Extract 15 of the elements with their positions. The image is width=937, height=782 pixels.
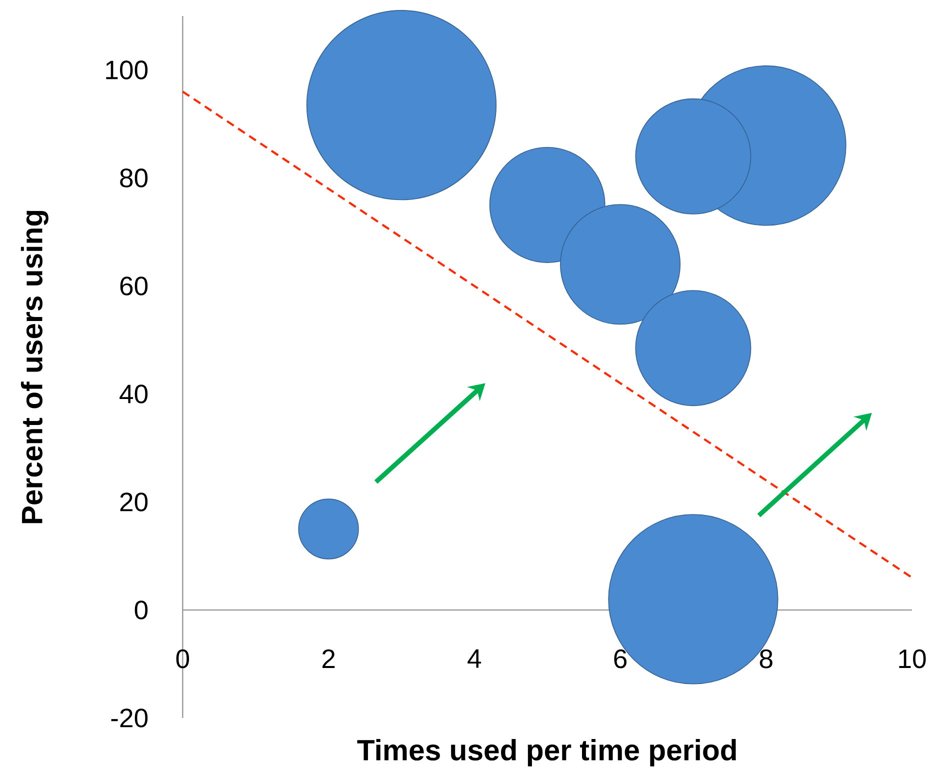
x-axis-title: Times used per time period xyxy=(357,738,736,766)
x-tick-label: 0 xyxy=(176,649,190,668)
y-tick-label: 20 xyxy=(120,492,148,512)
y-tick-label: 80 xyxy=(120,168,148,188)
x-tick-label: 8 xyxy=(760,649,772,668)
y-tick-label: 60 xyxy=(120,276,148,296)
x-tick-label: 2 xyxy=(322,649,335,668)
y-axis-title: Percent of users using xyxy=(20,210,48,524)
y-tick-label: 100 xyxy=(106,60,148,80)
y-tick-label: 0 xyxy=(134,600,148,620)
x-tick-label: 10 xyxy=(899,649,926,668)
y-tick-label: 40 xyxy=(120,384,148,404)
x-tick-label: 6 xyxy=(614,649,627,668)
y-tick-label: -20 xyxy=(111,708,148,728)
x-tick-label: 4 xyxy=(468,649,482,668)
